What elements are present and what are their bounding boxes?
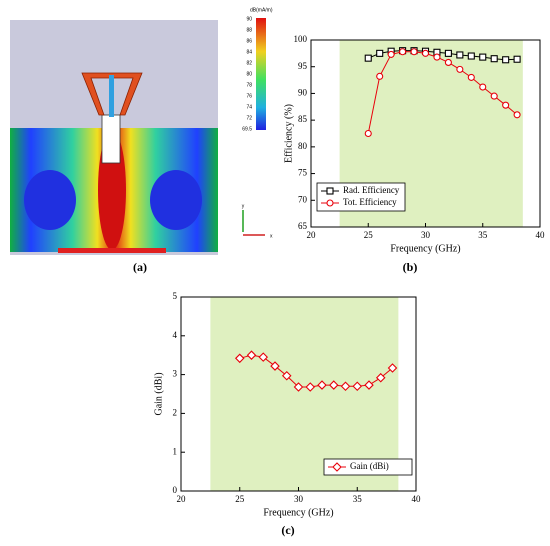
x-tick-label: 40: [536, 230, 546, 240]
x-tick-label: 35: [478, 230, 488, 240]
panel-label: (c): [281, 523, 294, 537]
marker: [410, 48, 418, 56]
marker: [305, 382, 316, 392]
marker: [513, 111, 521, 119]
marker: [376, 49, 384, 57]
marker: [490, 55, 498, 63]
marker: [444, 49, 452, 57]
marker: [364, 380, 374, 390]
marker: [479, 53, 487, 61]
legend-marker: [326, 187, 334, 195]
marker: [246, 350, 257, 360]
y-tick-label: 65: [298, 221, 308, 231]
x-tick-label: 40: [412, 494, 422, 504]
stub: [109, 75, 114, 117]
marker: [270, 361, 280, 371]
axis-label: y: [242, 203, 245, 209]
colorbar-label: 76: [246, 93, 252, 99]
colorbar-label: 69.5: [242, 126, 252, 132]
colorbar-label: 78: [246, 82, 252, 88]
marker: [513, 55, 521, 63]
feed: [101, 114, 121, 164]
marker: [364, 54, 372, 62]
marker: [281, 370, 292, 381]
colorbar: [256, 18, 266, 130]
y-axis-title: Efficiency (%): [283, 104, 294, 163]
marker: [456, 65, 464, 73]
marker: [456, 51, 464, 59]
y-tick-label: 5: [173, 291, 178, 301]
legend-marker: [326, 199, 334, 207]
marker: [317, 380, 327, 390]
marker: [490, 92, 498, 100]
marker: [376, 72, 384, 80]
antenna: [81, 72, 143, 116]
field-plot: [10, 18, 266, 255]
y-tick-label: 70: [298, 194, 308, 204]
y-tick-label: 0: [173, 485, 178, 495]
x-tick-label: 20: [177, 494, 187, 504]
x-tick-label: 20: [307, 230, 317, 240]
x-axis-title: Frequency (GHz): [263, 507, 333, 518]
colorbar-label: 80: [246, 71, 252, 77]
marker: [387, 363, 398, 373]
legend-box: [323, 458, 413, 476]
x-tick-label: 25: [364, 230, 374, 240]
colorbar-label: 88: [246, 27, 252, 33]
marker: [364, 129, 372, 138]
marker: [421, 49, 430, 57]
marker: [375, 372, 386, 383]
colorbar-title: dB(mA/m): [250, 7, 273, 13]
x-axis-title: Frequency (GHz): [390, 243, 460, 254]
field-spot: [150, 170, 202, 230]
y-tick-label: 80: [298, 141, 308, 151]
colorbar-label: 74: [246, 104, 252, 110]
marker: [479, 83, 487, 91]
axis-label: x: [270, 233, 273, 239]
panel-label: (a): [133, 260, 147, 274]
marker: [433, 53, 441, 61]
marker: [502, 56, 510, 64]
panel-label: (b): [403, 260, 418, 274]
y-tick-label: 2: [173, 407, 178, 417]
marker: [328, 380, 339, 390]
ground: [58, 248, 166, 253]
y-tick-label: 95: [298, 61, 308, 71]
colorbar-label: 82: [246, 60, 252, 66]
y-tick-label: 75: [298, 168, 308, 178]
colorbar-label: 90: [246, 16, 252, 22]
x-tick-label: 30: [294, 494, 304, 504]
y-tick-label: 100: [294, 34, 308, 44]
marker: [399, 48, 407, 56]
y-tick-label: 3: [173, 369, 178, 379]
marker: [502, 101, 510, 109]
x-tick-label: 25: [235, 494, 245, 504]
y-tick-label: 4: [173, 330, 178, 340]
marker: [467, 52, 475, 60]
x-tick-label: 30: [421, 230, 431, 240]
colorbar-label: 72: [246, 115, 252, 121]
legend-label: Gain (dBi): [350, 461, 389, 471]
marker: [258, 352, 269, 362]
y-tick-label: 85: [298, 114, 308, 124]
legend-label: Rad. Efficiency: [343, 185, 400, 195]
y-tick-label: 90: [298, 87, 308, 97]
y-tick-label: 1: [173, 446, 178, 456]
marker: [340, 381, 351, 392]
legend-marker: [332, 462, 342, 472]
marker: [352, 381, 363, 392]
colorbar-label: 84: [246, 49, 252, 55]
y-axis-title: Gain (dBi): [153, 372, 164, 415]
x-tick-label: 35: [353, 494, 363, 504]
field-spot: [24, 170, 76, 230]
marker: [387, 50, 395, 58]
marker: [293, 382, 304, 392]
legend-label: Tot. Efficiency: [343, 197, 397, 207]
marker: [234, 353, 245, 364]
marker: [444, 58, 452, 66]
marker: [467, 73, 475, 81]
colorbar-label: 86: [246, 38, 252, 44]
